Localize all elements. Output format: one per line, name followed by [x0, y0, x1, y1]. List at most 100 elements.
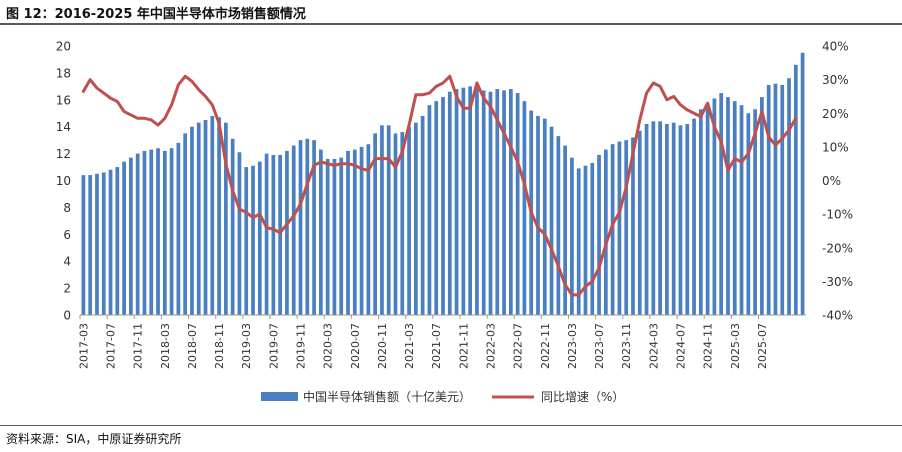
- bar: [142, 150, 147, 315]
- bar: [224, 122, 228, 315]
- bar: [271, 154, 276, 315]
- bar: [359, 146, 364, 316]
- right-y-tick-label: 0%: [822, 174, 841, 188]
- bar: [312, 140, 316, 315]
- left-y-axis-labels: 0 2 4 6 8 10 12 14 16 18 20: [56, 40, 71, 323]
- bar: [203, 119, 208, 315]
- bar: [420, 115, 425, 315]
- chart-canvas: 0 2 4 6 8 10 12 14 16 18 20 -40% -30% -20% -10% 0% 10% 2…: [56, 40, 853, 405]
- bar: [793, 64, 798, 315]
- figure-title: 图 12：2016-2025 年中国半导体市场销售额情况: [6, 7, 306, 22]
- left-y-tick-label: 20: [56, 40, 71, 54]
- bar: [230, 138, 235, 315]
- bar: [386, 125, 391, 315]
- x-tick-label: 2022-07: [512, 323, 525, 369]
- growth-line: [81, 74, 798, 297]
- chart-legend: 中国半导体销售额（十亿美元） 同比增速（%）: [261, 389, 624, 404]
- bar: [712, 98, 717, 315]
- right-y-tick-label: -20%: [822, 241, 853, 255]
- bar: [190, 126, 194, 315]
- right-y-tick-label: 20%: [822, 107, 849, 121]
- bar: [698, 109, 703, 315]
- bar: [149, 149, 154, 315]
- bar: [488, 91, 493, 315]
- bar-series-sales: [81, 52, 805, 316]
- bar: [407, 126, 411, 315]
- right-y-tick-label: -10%: [822, 208, 853, 222]
- bar: [570, 157, 574, 315]
- bar: [461, 87, 466, 315]
- bar: [332, 158, 337, 315]
- bar: [319, 149, 323, 315]
- bar: [291, 145, 296, 315]
- bar: [278, 154, 283, 315]
- bar: [597, 154, 601, 315]
- x-axis-labels: 2017-03 2017-07 2017-11 2018-03 2018-07 2018-…: [77, 323, 769, 369]
- right-y-axis-labels: -40% -30% -20% -10% 0% 10% 20% 30% 40%: [822, 40, 853, 323]
- bar: [515, 93, 520, 315]
- bar: [678, 125, 683, 315]
- legend-label-bar: 中国半导体销售额（十亿美元）: [303, 389, 471, 404]
- bar: [115, 167, 120, 315]
- bar: [101, 172, 106, 315]
- bar: [122, 161, 126, 315]
- bar: [522, 101, 527, 315]
- line-series-growth: [81, 74, 798, 297]
- bar: [196, 122, 201, 315]
- x-tick-label: 2023-07: [593, 323, 606, 369]
- title-divider: [0, 23, 902, 25]
- bar: [264, 153, 269, 315]
- bar: [217, 117, 221, 315]
- x-tick-label: 2020-03: [322, 323, 335, 369]
- bar: [81, 175, 86, 315]
- bar: [339, 157, 344, 315]
- bar: [427, 105, 432, 316]
- left-y-tick-label: 2: [63, 282, 71, 296]
- left-y-tick-label: 18: [56, 66, 71, 80]
- x-tick-label: 2024-11: [702, 323, 715, 369]
- right-y-tick-label: -40%: [822, 309, 853, 323]
- legend-label-line: 同比增速（%）: [541, 390, 624, 404]
- bar: [162, 150, 167, 315]
- x-tick-label: 2020-11: [376, 323, 389, 369]
- bar: [685, 124, 690, 315]
- x-tick-label: 2018-03: [159, 323, 172, 369]
- bar: [257, 161, 262, 315]
- x-tick-label: 2019-11: [295, 323, 308, 369]
- x-tick-label: 2019-03: [240, 323, 253, 369]
- bar: [549, 126, 554, 315]
- x-tick-label: 2019-07: [267, 323, 280, 369]
- bar: [129, 157, 133, 315]
- left-y-tick-label: 12: [56, 147, 71, 161]
- bar: [481, 90, 486, 315]
- bar: [108, 169, 113, 315]
- bar: [787, 78, 791, 315]
- bar: [156, 148, 160, 315]
- bar: [692, 118, 696, 315]
- bar: [753, 109, 757, 315]
- bar: [447, 91, 452, 315]
- bar: [508, 89, 513, 315]
- bar: [434, 101, 439, 315]
- bar: [495, 89, 500, 315]
- bar: [766, 85, 771, 315]
- bar: [624, 140, 629, 315]
- bar: [325, 158, 330, 315]
- left-y-tick-label: 10: [56, 174, 71, 188]
- bar: [719, 93, 724, 315]
- bar: [502, 90, 506, 315]
- bar: [644, 124, 649, 315]
- x-tick-label: 2018-11: [213, 323, 226, 369]
- legend-swatch-bar: [261, 392, 298, 401]
- bar: [135, 153, 140, 315]
- right-y-tick-label: -30%: [822, 275, 853, 289]
- bar: [739, 105, 744, 316]
- bar: [556, 136, 561, 315]
- left-y-tick-label: 14: [56, 120, 71, 134]
- chart-axes: [79, 314, 806, 319]
- bar: [373, 133, 378, 315]
- x-tick-label: 2018-07: [186, 323, 199, 369]
- bar: [637, 130, 642, 315]
- bar: [665, 124, 669, 315]
- bar: [542, 118, 547, 315]
